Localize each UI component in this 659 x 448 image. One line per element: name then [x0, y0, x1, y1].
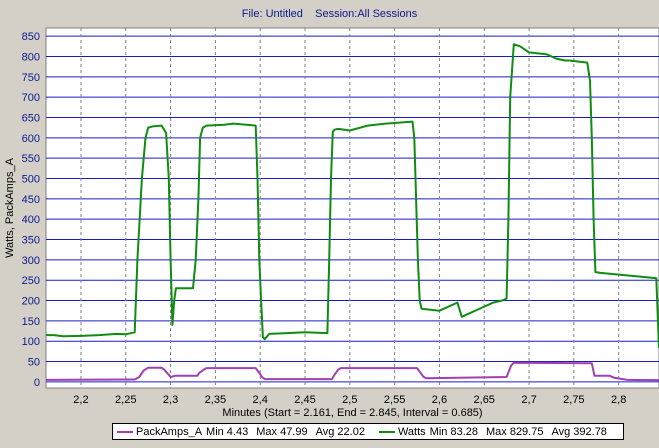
legend-item-packamps: PackAmps_A Min 4.43 Max 47.99 Avg 22.02 — [117, 426, 373, 438]
x-axis-label: Minutes (Start = 2.161, End = 2.845, Int… — [222, 407, 483, 419]
legend-label-packamps: PackAmps_A — [136, 425, 203, 438]
y-tick-label: 550 — [22, 153, 40, 165]
legend-label-watts: Watts — [397, 425, 426, 438]
y-tick-label: 200 — [22, 296, 40, 308]
x-tick-label: 2,6 — [432, 394, 447, 406]
x-tick-label: 2,8 — [611, 394, 626, 406]
legend-item-watts: Watts Min 83.28 Max 829.75 Avg 392.78 — [378, 425, 615, 438]
y-tick-label: 850 — [22, 31, 40, 43]
legend-min-packamps: Min 4.43 — [206, 425, 249, 438]
y-tick-label: 0 — [34, 377, 40, 389]
y-axis-label: Watts, PackAmps_A — [4, 157, 16, 258]
legend: PackAmps_A Min 4.43 Max 47.99 Avg 22.02 … — [112, 423, 624, 440]
x-tick-label: 2,7 — [521, 394, 536, 406]
legend-swatch-watts — [378, 430, 395, 433]
legend-max-packamps: Max 47.99 — [256, 425, 308, 438]
series-line-packamps-a — [45, 361, 659, 382]
grid-vertical — [80, 28, 620, 388]
x-tick-label: 2,65 — [474, 394, 495, 406]
x-tick-label: 2,2 — [73, 394, 88, 406]
y-tick-labels: 0 50 100 150 200 250 300 350 400 450 500 550 600 650 7… — [22, 31, 40, 389]
y-tick-label: 300 — [22, 255, 40, 267]
x-tick-labels: 2,2 2,25 2,3 2,35 2,4 2,45 2,5 2,55 2,6 2,65 2,7 2,… — [73, 394, 626, 406]
chart-title: File: Untitled Session:All Sessions — [241, 8, 418, 20]
y-tick-label: 350 — [22, 235, 40, 247]
legend-max-watts: Max 829.75 — [485, 425, 544, 438]
y-tick-label: 450 — [22, 194, 40, 206]
legend-min-watts: Min 83.28 — [429, 425, 478, 438]
x-tick-label: 2,35 — [205, 394, 226, 406]
series-layer — [45, 43, 659, 382]
x-tick-label: 2,55 — [384, 394, 405, 406]
y-tick-label: 700 — [22, 92, 40, 104]
y-tick-label: 750 — [22, 72, 40, 84]
y-tick-label: 500 — [22, 174, 40, 186]
y-tick-label: 50 — [28, 357, 40, 369]
y-tick-label: 150 — [22, 316, 40, 328]
x-tick-label: 2,75 — [563, 394, 584, 406]
plot-area — [45, 27, 659, 389]
grid-horizontal — [46, 35, 659, 383]
y-tick-label: 250 — [22, 275, 40, 287]
x-tick-label: 2,45 — [294, 394, 315, 406]
legend-swatch-packamps — [117, 430, 133, 433]
y-tick-label: 400 — [22, 214, 40, 226]
x-tick-label: 2,3 — [163, 394, 178, 406]
x-tick-label: 2,5 — [342, 394, 357, 406]
y-tick-label: 800 — [22, 51, 40, 63]
x-tick-label: 2,4 — [253, 394, 268, 406]
y-tick-label: 100 — [22, 336, 40, 348]
series-line-watts — [46, 43, 659, 349]
legend-avg-watts: Avg 392.78 — [551, 425, 607, 438]
y-tick-label: 600 — [22, 133, 40, 145]
legend-avg-packamps: Avg 22.02 — [315, 425, 365, 438]
x-tick-label: 2,25 — [115, 394, 136, 406]
y-tick-label: 650 — [22, 112, 40, 124]
